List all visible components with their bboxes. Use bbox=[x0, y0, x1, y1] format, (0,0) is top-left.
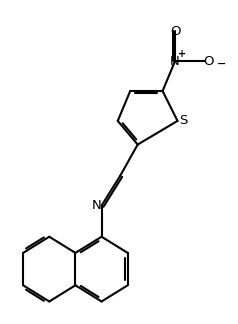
Text: S: S bbox=[179, 114, 187, 127]
Text: O: O bbox=[170, 25, 180, 38]
Text: N: N bbox=[92, 199, 102, 212]
Text: N: N bbox=[170, 55, 180, 68]
Text: −: − bbox=[216, 59, 226, 69]
Text: O: O bbox=[203, 55, 214, 68]
Text: +: + bbox=[178, 49, 186, 59]
